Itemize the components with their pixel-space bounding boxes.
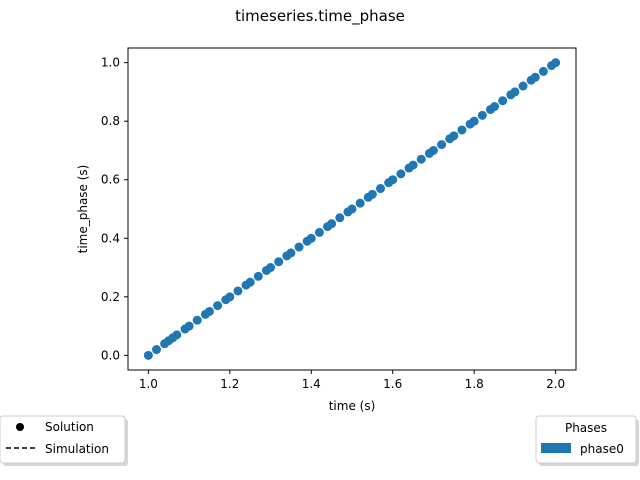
y-tick-label: 1.0 xyxy=(101,56,120,70)
data-point xyxy=(408,160,418,170)
data-point xyxy=(266,263,276,273)
data-point xyxy=(457,125,467,135)
legend-solution-simulation: Solution Simulation xyxy=(0,415,128,466)
legend-phases: Phases phase0 xyxy=(535,415,639,466)
y-tick-label: 0.6 xyxy=(101,173,120,187)
data-point xyxy=(551,58,561,68)
x-tick-label: 1.2 xyxy=(220,377,239,391)
x-tick-label: 1.4 xyxy=(302,377,321,391)
data-point xyxy=(225,292,235,302)
data-point xyxy=(327,219,337,229)
data-point xyxy=(437,140,447,150)
data-point xyxy=(274,257,284,267)
data-point xyxy=(192,315,202,325)
x-tick-label: 1.8 xyxy=(465,377,484,391)
phase0-swatch-icon xyxy=(541,443,571,453)
data-point xyxy=(172,330,182,340)
data-point xyxy=(314,227,324,237)
data-point xyxy=(294,242,304,252)
axes-frame xyxy=(127,47,577,371)
y-tick-label: 0.4 xyxy=(101,231,120,245)
x-tick-label: 1.6 xyxy=(383,377,402,391)
legend-item-simulation: Simulation xyxy=(45,442,109,456)
data-point xyxy=(253,271,263,281)
data-point xyxy=(376,184,386,194)
data-point xyxy=(335,213,345,223)
data-point xyxy=(367,189,377,199)
data-point xyxy=(530,72,540,82)
legend-box xyxy=(0,415,126,464)
data-point xyxy=(416,154,426,164)
data-point xyxy=(306,233,316,243)
data-point xyxy=(490,102,500,112)
x-tick-label: 1.0 xyxy=(139,377,158,391)
data-points xyxy=(143,58,561,360)
data-point xyxy=(469,116,479,126)
data-point xyxy=(498,96,508,106)
data-point xyxy=(143,350,153,360)
data-point xyxy=(449,131,459,141)
data-point xyxy=(428,145,438,155)
legend-title: Phases xyxy=(565,421,607,435)
data-point xyxy=(184,321,194,331)
data-point xyxy=(355,198,365,208)
solution-marker-icon xyxy=(16,423,24,431)
y-tick-label: 0.8 xyxy=(101,114,120,128)
x-axis-ticks: 1.0 1.2 1.4 1.6 1.8 2.0 xyxy=(139,370,565,391)
data-point xyxy=(213,301,223,311)
data-point xyxy=(204,306,214,316)
legend-item-solution: Solution xyxy=(45,420,94,434)
plot-area: 1.0 1.2 1.4 1.6 1.8 2.0 0.0 0.2 0.4 0.6 0.8 1.0 ti… xyxy=(76,47,577,413)
x-tick-label: 2.0 xyxy=(546,377,565,391)
data-point xyxy=(245,277,255,287)
data-point xyxy=(396,169,406,179)
data-point xyxy=(152,345,162,355)
x-axis-label: time (s) xyxy=(329,399,376,413)
data-point xyxy=(518,81,528,91)
legend-item-phase0: phase0 xyxy=(580,442,624,456)
y-axis-ticks: 0.0 0.2 0.4 0.6 0.8 1.0 xyxy=(101,56,128,362)
y-axis-label: time_phase (s) xyxy=(76,165,90,254)
data-point xyxy=(538,66,548,76)
data-point xyxy=(477,110,487,120)
figure-title: timeseries.time_phase xyxy=(235,7,405,26)
y-tick-label: 0.2 xyxy=(101,290,120,304)
data-point xyxy=(347,204,357,214)
data-point xyxy=(510,87,520,97)
data-point xyxy=(286,248,296,258)
data-point xyxy=(388,175,398,185)
y-tick-label: 0.0 xyxy=(101,348,120,362)
data-point xyxy=(233,286,243,296)
